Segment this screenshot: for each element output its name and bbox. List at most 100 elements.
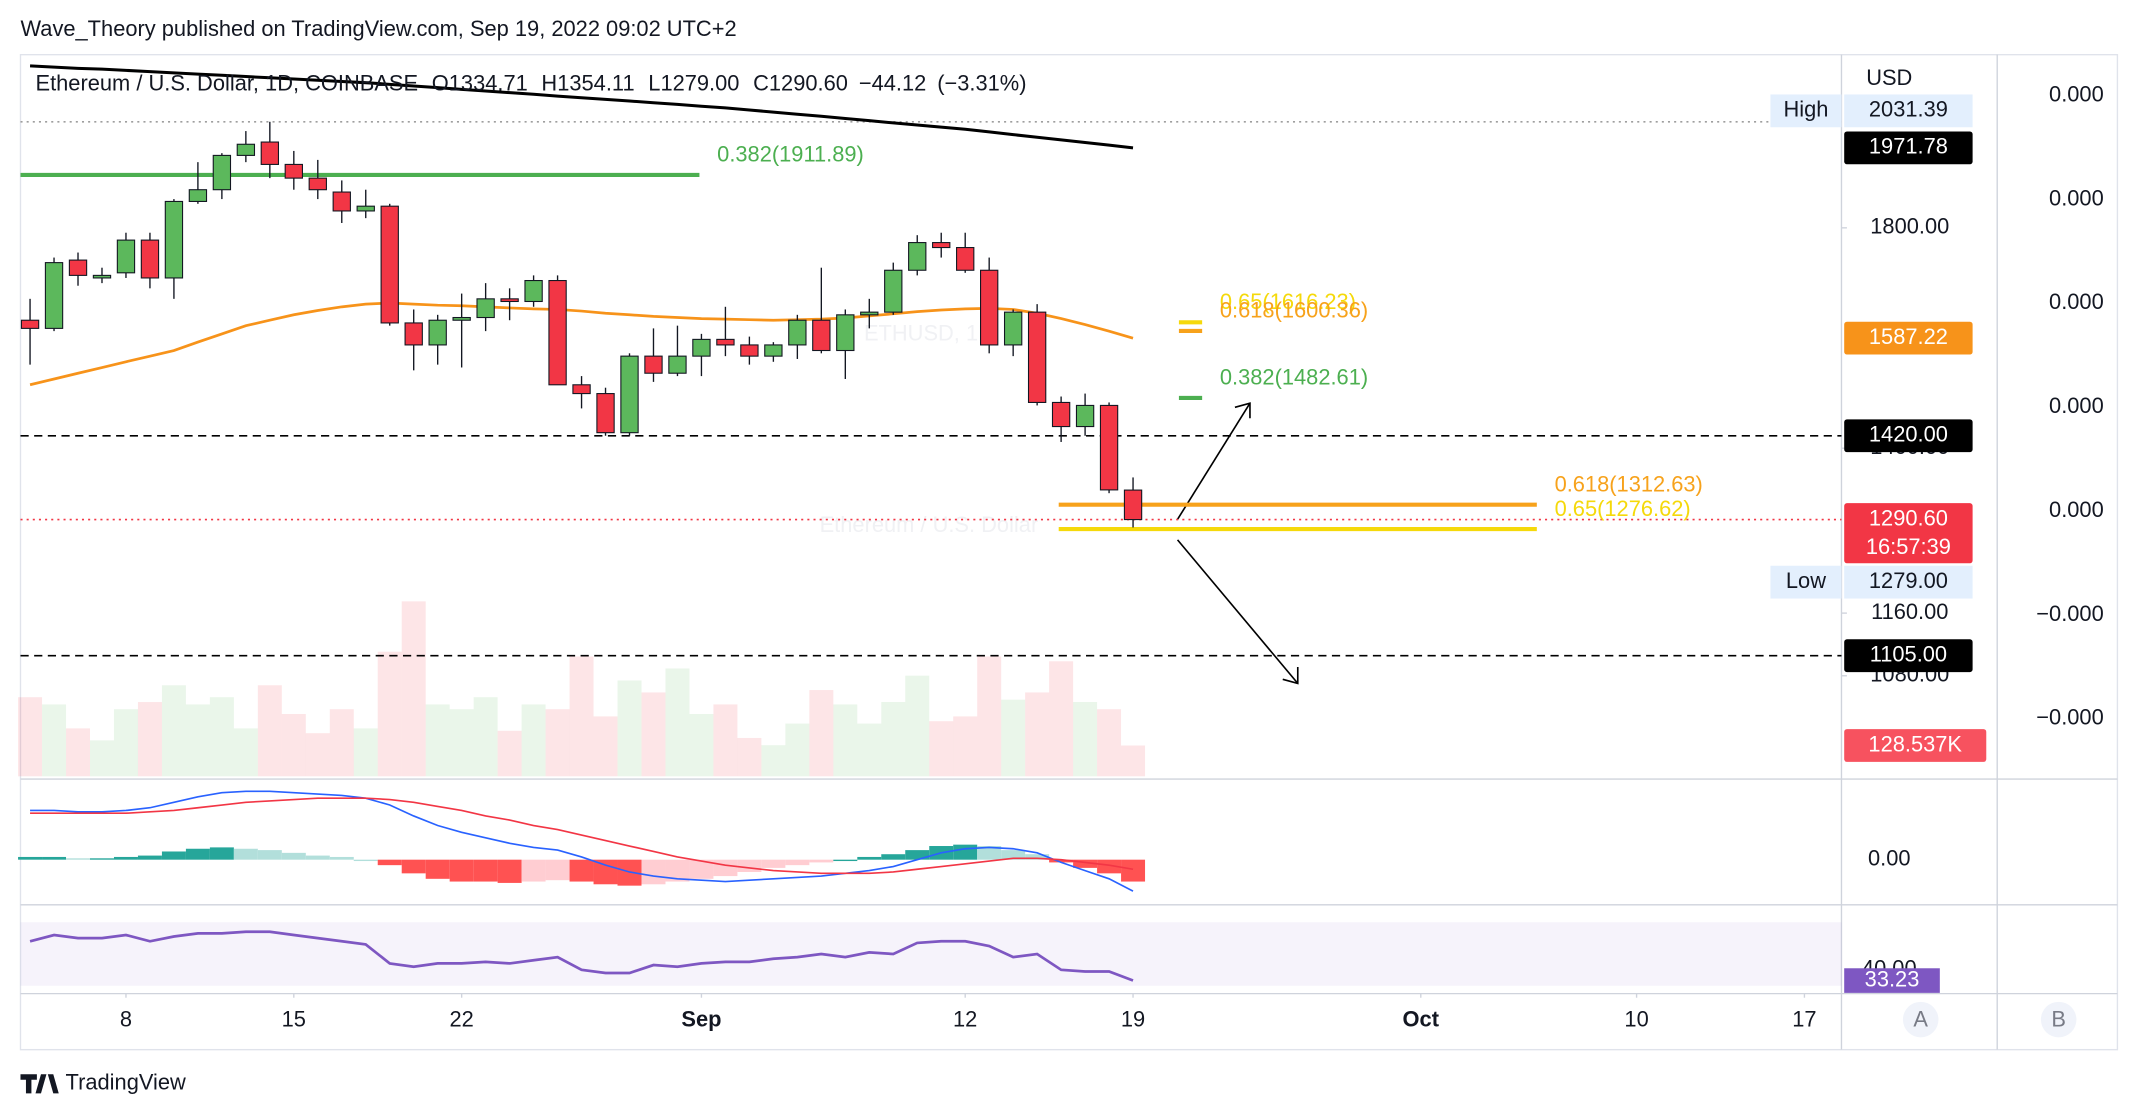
candle-body: [620, 355, 639, 434]
volume-bar: [18, 697, 43, 777]
candle-body: [44, 262, 64, 329]
x-tick-label: Sep: [681, 1007, 721, 1032]
x-tick-label: 8: [120, 1007, 132, 1032]
volume-bar: [449, 709, 474, 777]
currency: USD: [1866, 65, 1912, 90]
watermark-sub: Ethereum / U.S. Dollar: [820, 512, 1039, 537]
aux-scale-label: 0.000: [2049, 497, 2104, 522]
candle-body: [932, 242, 951, 249]
candle-body: [68, 259, 88, 276]
candle-body: [692, 338, 711, 357]
candle-body: [332, 191, 351, 212]
marker-value-box: [1844, 94, 1973, 128]
legend: Ethereum / U.S. Dollar, 1D, COINBASE O133…: [36, 71, 1027, 96]
arrow-down: [1176, 539, 1299, 684]
volume-bar: [857, 723, 882, 777]
macd-histogram: [425, 859, 450, 879]
arrow-head: [1282, 666, 1299, 685]
candle-body: [476, 298, 495, 319]
footer-text: TradingView: [66, 1070, 186, 1095]
macd-histogram: [281, 852, 306, 860]
volume-bar: [785, 723, 810, 777]
macd-histogram: [257, 850, 282, 860]
watermark: ETHUSD, 1D: [864, 321, 994, 346]
volume-bar: [1073, 702, 1098, 777]
macd-histogram: [737, 859, 762, 872]
macd-histogram: [545, 859, 570, 881]
candle-body: [1099, 404, 1119, 491]
scale-button[interactable]: [1902, 1001, 1939, 1038]
candle-body: [1075, 404, 1095, 428]
candle-body: [116, 239, 136, 274]
volume-bar: [665, 668, 690, 777]
macd-histogram: [113, 856, 138, 860]
marker-key-box: [1770, 94, 1842, 128]
macd-histogram: [353, 859, 378, 862]
candle-body: [1003, 311, 1023, 346]
x-tick-label: 17: [1792, 1007, 1816, 1032]
candle-body: [356, 205, 375, 212]
volume-bar: [521, 704, 546, 777]
aux-scale-label: −0.000: [2036, 705, 2103, 730]
footer-logo: TradingView: [20, 1070, 186, 1095]
volume-bar: [617, 680, 642, 777]
candle-body: [284, 163, 303, 179]
candle-body: [908, 242, 927, 271]
current-price-box: [1844, 503, 1973, 564]
candle-body: [596, 393, 615, 434]
candle-body: [548, 279, 567, 386]
candle-body: [524, 279, 543, 303]
macd-histogram: [761, 859, 786, 868]
macd-histogram: [1025, 854, 1050, 860]
macd-histogram: [1049, 859, 1074, 863]
scale-button-label[interactable]: B: [2051, 1007, 2066, 1032]
legend-value: (−3.31%): [937, 71, 1026, 96]
price-label-box: [1844, 419, 1973, 453]
fib-label: 0.618(1312.63): [1555, 471, 1703, 496]
pane-lines: [20, 54, 2118, 1050]
macd-histogram: [521, 859, 546, 882]
rsi-label: 33.23: [1865, 966, 1920, 991]
candle-body: [764, 344, 783, 357]
volume-bar: [66, 728, 90, 777]
marker-value: 1279.00: [1869, 568, 1948, 593]
x-tick-label: 15: [282, 1007, 306, 1032]
volume-bar: [185, 704, 210, 777]
x-tick-label: Oct: [1403, 1007, 1440, 1032]
candle-body: [500, 298, 519, 303]
moving-average: [29, 301, 1134, 387]
macd-histogram: [473, 859, 498, 882]
scale-button[interactable]: [2040, 1001, 2077, 1038]
volume-bar: [1049, 661, 1074, 777]
volume-bar: [257, 685, 282, 777]
volume-bar: [689, 714, 714, 777]
macd-histogram: [305, 855, 330, 860]
x-tick-label: 12: [953, 1007, 977, 1032]
volume-bar: [977, 656, 1002, 777]
macd-histogram: [161, 851, 186, 860]
price-label-box: [1844, 131, 1973, 165]
candle-body: [956, 246, 975, 271]
candle-body: [308, 177, 327, 191]
macd-histogram: [905, 850, 930, 860]
marker-value-box: [1844, 565, 1973, 599]
volume-bar: [833, 704, 858, 777]
countdown: 16:57:39: [1866, 534, 1951, 559]
macd-histogram: [497, 859, 522, 883]
marker-value: 2031.39: [1869, 97, 1948, 122]
aux-scale-label: 0.000: [2049, 185, 2104, 210]
volume-bar: [713, 704, 738, 777]
volume-bar: [569, 656, 594, 777]
scale-button-label[interactable]: A: [1913, 1007, 1928, 1032]
candle-body: [452, 316, 471, 321]
macd-histogram: [401, 859, 426, 874]
marker-key: Low: [1786, 568, 1826, 593]
volume-bar: [473, 697, 498, 777]
legend-value: 1290.60: [769, 71, 848, 96]
macd-histogram: [977, 846, 1002, 860]
rsi-band: [20, 922, 1842, 986]
volume-bar: [353, 728, 378, 777]
chart-frame: [19, 53, 2119, 1051]
logo: [20, 1074, 59, 1094]
